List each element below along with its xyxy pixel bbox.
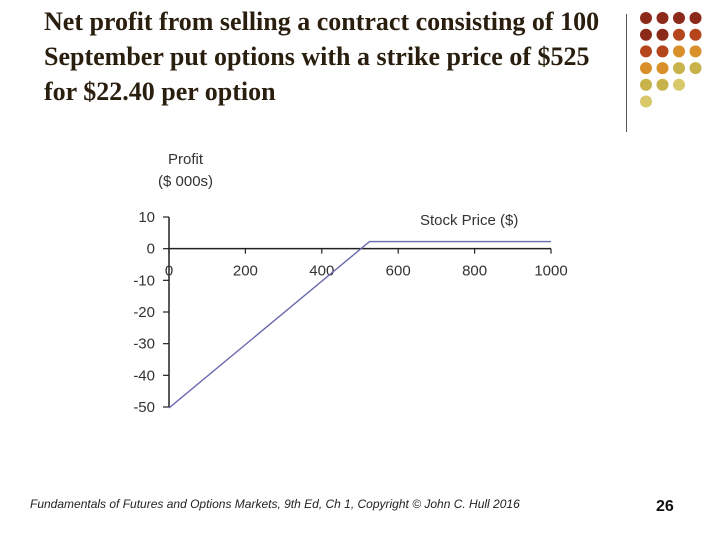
title-divider (626, 14, 627, 132)
decorative-dot (640, 62, 652, 75)
decorative-dot (640, 95, 652, 108)
x-tick-label: 800 (462, 263, 487, 280)
slide-title: Net profit from selling a contract consi… (44, 7, 600, 106)
decorative-dot (673, 78, 685, 91)
y-tick-label: -10 (133, 272, 155, 289)
y-tick-label: -40 (133, 367, 155, 384)
decorative-dot (640, 78, 652, 91)
x-tick-label: 400 (309, 263, 334, 280)
x-tick-label: 0 (165, 263, 173, 280)
page-number: 26 (656, 498, 674, 515)
x-tick-label: 1000 (534, 263, 567, 280)
decorative-dot (656, 62, 669, 75)
y-tick-label: -30 (133, 336, 155, 353)
decorative-dot (689, 28, 702, 41)
decorative-dot (656, 28, 669, 41)
decorative-dot (673, 62, 685, 75)
decorative-dot (689, 45, 702, 58)
decorative-dot (656, 12, 669, 24)
x-tick-label: 200 (233, 263, 258, 280)
decorative-dot (673, 12, 685, 24)
y-axis-title-line1: Profit (168, 151, 204, 168)
x-tick-label: 600 (386, 263, 411, 280)
decorative-dot (689, 62, 702, 75)
y-tick-label: 0 (147, 241, 155, 258)
decorative-dot (673, 45, 685, 58)
decorative-dot-grid (640, 12, 702, 108)
y-tick-label: -20 (133, 304, 155, 321)
y-axis-title-line2: ($ 000s) (158, 173, 213, 190)
decorative-dot (656, 78, 669, 91)
payoff-chart: Profit ($ 000s) Stock Price ($) 10 0 -10 -2… (133, 151, 567, 416)
x-axis-title: Stock Price ($) (420, 212, 518, 229)
decorative-dot (640, 12, 652, 24)
decorative-dot (640, 45, 652, 58)
decorative-dot (689, 12, 702, 24)
profit-line (168, 240, 551, 409)
y-tick-label: 10 (138, 209, 155, 226)
decorative-dot (640, 28, 652, 41)
decorative-dot (673, 28, 685, 41)
footer-citation: Fundamentals of Futures and Options Mark… (30, 497, 520, 511)
y-tick-label: -50 (133, 399, 155, 416)
decorative-dot (656, 45, 669, 58)
